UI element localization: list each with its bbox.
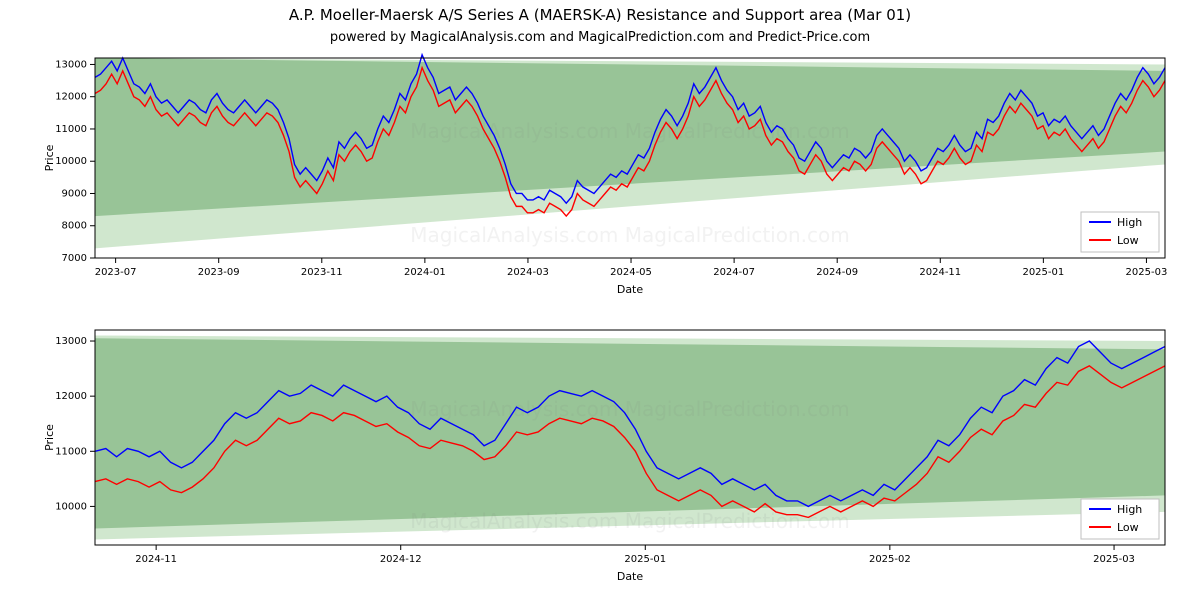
x-tick-label: 2023-11 [301,267,343,278]
chart-bottom: MagicalAnalysis.com MagicalPrediction.co… [40,324,1185,593]
watermark-text: MagicalAnalysis.com MagicalPrediction.co… [410,223,849,247]
x-tick-label: 2024-07 [713,267,755,278]
x-tick-label: 2024-05 [610,267,652,278]
y-tick-label: 13000 [55,336,87,347]
watermark-text: MagicalAnalysis.com MagicalPrediction.co… [410,509,849,533]
x-tick-label: 2025-03 [1126,267,1168,278]
watermark-text: MagicalAnalysis.com MagicalPrediction.co… [410,397,849,421]
y-tick-label: 11000 [55,446,87,457]
y-tick-label: 11000 [55,124,87,135]
chart-subtitle: powered by MagicalAnalysis.com and Magic… [0,30,1200,45]
x-tick-label: 2024-11 [135,554,177,565]
legend-label: High [1117,503,1142,516]
y-tick-label: 7000 [62,253,87,264]
x-axis-label: Date [617,283,644,296]
y-axis-label: Price [43,424,56,451]
x-tick-label: 2025-02 [869,554,911,565]
chart-top: MagicalAnalysis.com MagicalPrediction.co… [40,52,1185,306]
legend-label: Low [1117,521,1139,534]
x-tick-label: 2024-12 [380,554,422,565]
y-tick-label: 10000 [55,501,87,512]
x-tick-label: 2025-01 [1022,267,1064,278]
legend-label: High [1117,216,1142,229]
x-tick-label: 2025-03 [1093,554,1135,565]
page: { "title": { "text": "A.P. Moeller-Maers… [0,0,1200,600]
x-tick-label: 2024-09 [816,267,858,278]
legend-label: Low [1117,234,1139,247]
y-tick-label: 12000 [55,92,87,103]
y-tick-label: 13000 [55,59,87,70]
y-tick-label: 12000 [55,391,87,402]
x-axis-label: Date [617,570,644,583]
y-axis-label: Price [43,144,56,171]
support-resistance-band-inner [95,338,1165,528]
x-tick-label: 2023-09 [198,267,240,278]
y-tick-label: 9000 [62,188,87,199]
x-tick-label: 2024-03 [507,267,549,278]
x-tick-label: 2024-01 [404,267,446,278]
y-tick-label: 10000 [55,156,87,167]
y-tick-label: 8000 [62,221,87,232]
x-tick-label: 2023-07 [95,267,137,278]
x-tick-label: 2025-01 [624,554,666,565]
chart-title: A.P. Moeller-Maersk A/S Series A (MAERSK… [0,6,1200,24]
x-tick-label: 2024-11 [919,267,961,278]
